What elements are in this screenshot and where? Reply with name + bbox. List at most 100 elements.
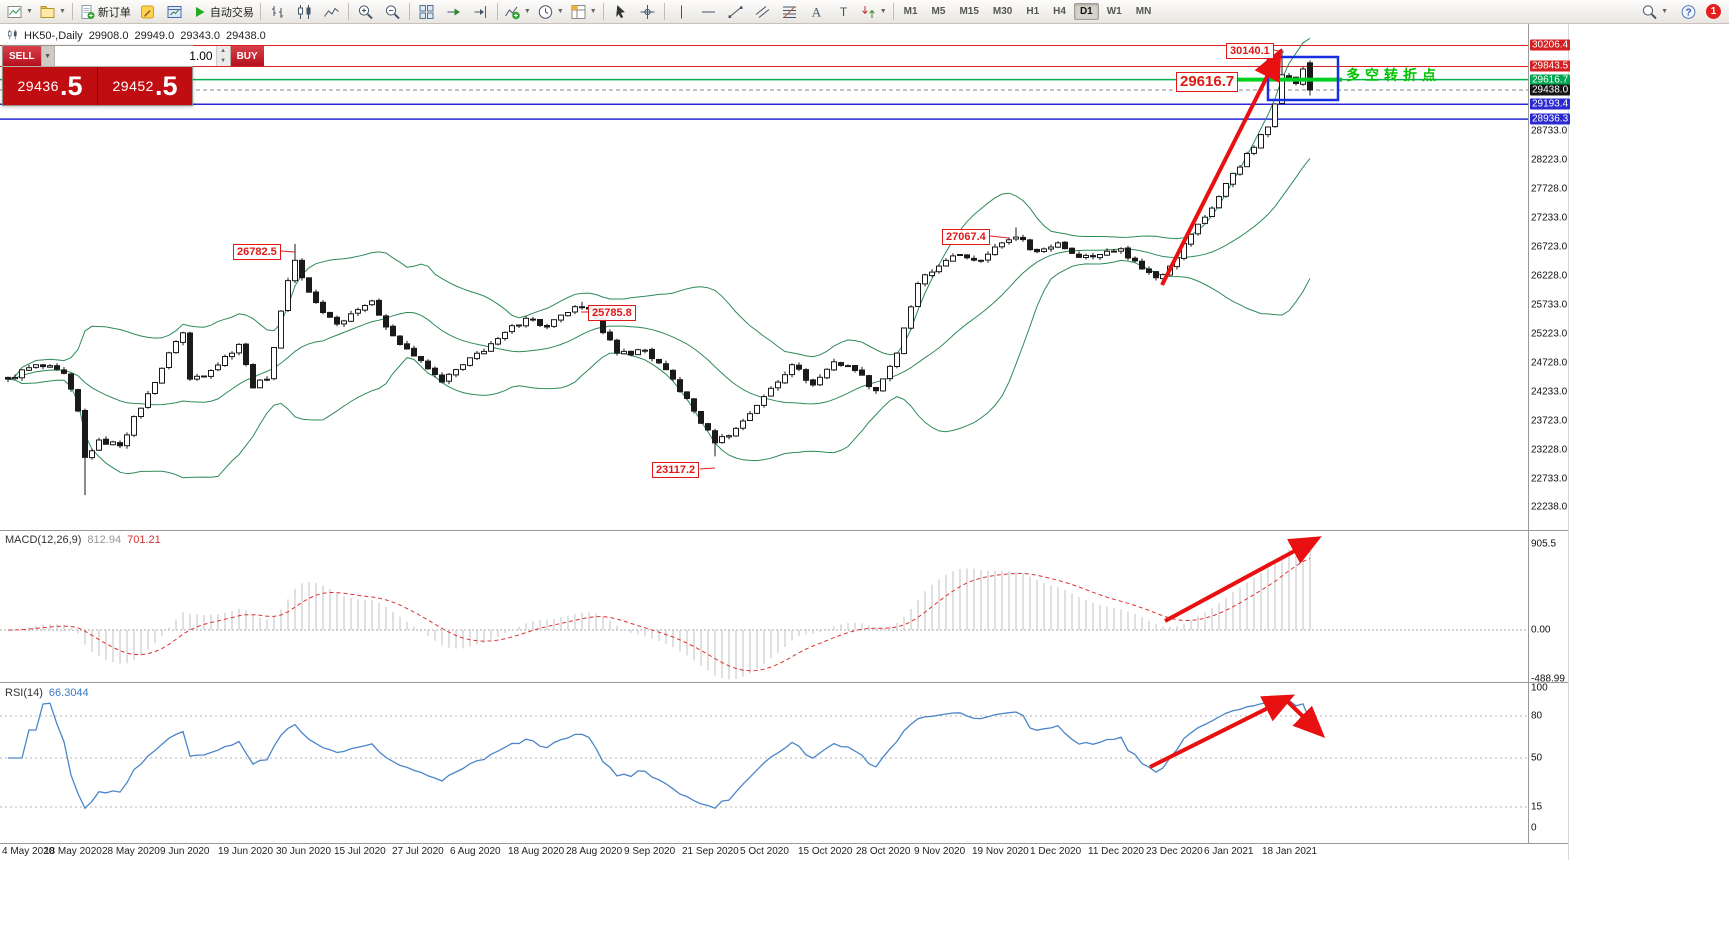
axis-label: 26228.0 xyxy=(1531,270,1568,282)
sell-button[interactable]: SELL xyxy=(3,46,41,66)
price-annotation[interactable]: 27067.4 xyxy=(942,229,990,245)
axis-label: 100 xyxy=(1531,682,1548,694)
rsi-layer xyxy=(0,696,1528,810)
price-line-label: 30206.4 xyxy=(1530,39,1571,51)
svg-text:A: A xyxy=(811,4,821,19)
line-chart-icon[interactable] xyxy=(318,1,345,23)
search-icon[interactable]: ▼ xyxy=(1638,1,1671,23)
sell-price-button[interactable]: 29436 .5 xyxy=(3,67,98,105)
autotrading-button[interactable]: 自动交易 xyxy=(188,1,257,23)
trend-arrow xyxy=(1164,536,1322,623)
date-label: 28 May 2020 xyxy=(102,846,160,857)
toolbar: ▼ ▼ 新订单 自动交易 ▼ ▼ ▼ A T ▼ M1 M5 M15 M30 H1 H4 D1 W1 MN ▼? 1 xyxy=(0,0,1729,24)
price-annotation[interactable]: 30140.1 xyxy=(1226,43,1274,59)
tile-windows-icon[interactable] xyxy=(413,1,440,23)
timeframe-m15[interactable]: M15 xyxy=(959,6,979,17)
timeframe-h1[interactable]: H1 xyxy=(1026,6,1040,17)
candlesticks-layer xyxy=(5,49,1313,496)
metaeditor-icon[interactable] xyxy=(134,1,161,23)
zoom-in-icon[interactable] xyxy=(352,1,379,23)
templates-icon[interactable]: ▼ xyxy=(567,1,600,23)
price-axis: 28733.0 28223.0 27728.0 27233.0 26723.0 26228… xyxy=(1530,0,1572,944)
chart-shift-icon[interactable] xyxy=(467,1,494,23)
toolbar-separator xyxy=(71,3,73,20)
toolbar-separator xyxy=(663,3,665,20)
market-watch-icon[interactable] xyxy=(161,1,188,23)
help-icon[interactable]: ? xyxy=(1675,1,1702,23)
price-annotation[interactable]: 23117.2 xyxy=(652,462,700,478)
volume-input[interactable] xyxy=(54,46,216,66)
date-label: 28 Aug 2020 xyxy=(566,846,623,857)
price-line-label: 29438.0 xyxy=(1530,84,1571,96)
price-annotation[interactable]: 25785.8 xyxy=(588,305,636,321)
date-label: 19 Nov 2020 xyxy=(972,846,1029,857)
macd-main-value: 812.94 xyxy=(87,534,122,546)
profiles-icon[interactable]: ▼ xyxy=(36,1,69,23)
axis-label: 27728.0 xyxy=(1531,183,1568,195)
axis-label: 905.5 xyxy=(1531,538,1557,550)
axis-label: 22238.0 xyxy=(1531,501,1568,513)
fibonacci-icon[interactable] xyxy=(776,1,803,23)
price-annotation[interactable]: 29616.7 xyxy=(1176,72,1239,92)
horizontal-line-icon[interactable] xyxy=(695,1,722,23)
timeframe-m30[interactable]: M30 xyxy=(992,6,1013,17)
buy-button[interactable]: BUY xyxy=(229,46,264,66)
trend-arrow xyxy=(1160,48,1282,286)
indicators-icon[interactable]: ▼ xyxy=(501,1,534,23)
axis-label: 23228.0 xyxy=(1531,444,1568,456)
new-chart-icon[interactable]: ▼ xyxy=(3,1,36,23)
order-options-dropdown[interactable]: ▼ xyxy=(40,46,55,66)
axis-label: 50 xyxy=(1531,752,1543,764)
arrows-icon[interactable]: ▼ xyxy=(857,1,890,23)
timeframe-h4[interactable]: H4 xyxy=(1053,6,1066,17)
zoom-out-icon[interactable] xyxy=(379,1,406,23)
bid-price: 29436 xyxy=(17,78,59,94)
chart-info-icon xyxy=(7,29,18,43)
cursor-icon[interactable] xyxy=(607,1,634,23)
rsi-indicator-label: RSI(14) 66.3044 xyxy=(5,687,89,699)
vertical-line-icon[interactable] xyxy=(668,1,695,23)
macd-indicator-label: MACD(12,26,9) 812.94 701.21 xyxy=(5,534,161,546)
crosshair-icon[interactable] xyxy=(634,1,661,23)
toolbar-separator xyxy=(347,3,349,20)
price-line-label: 28936.3 xyxy=(1530,113,1571,125)
channel-icon[interactable] xyxy=(749,1,776,23)
timeframe-w1[interactable]: W1 xyxy=(1106,6,1122,17)
timeframe-mn[interactable]: MN xyxy=(1135,6,1152,17)
ask-price-fraction: .5 xyxy=(154,70,178,101)
timeframe-d1[interactable]: D1 xyxy=(1073,3,1099,20)
timeframe-m5[interactable]: M5 xyxy=(931,6,946,17)
date-label: 23 Dec 2020 xyxy=(1146,846,1203,857)
price-annotation[interactable]: 26782.5 xyxy=(233,244,281,260)
toolbar-separator xyxy=(408,3,410,20)
notification-badge[interactable]: 1 xyxy=(1706,4,1721,19)
price-line-label: 29193.4 xyxy=(1530,98,1571,110)
axis-label: 28223.0 xyxy=(1531,154,1568,166)
candlestick-chart-icon[interactable] xyxy=(291,1,318,23)
new-order-button[interactable]: 新订单 xyxy=(76,1,134,23)
text-icon[interactable]: A xyxy=(803,1,830,23)
label-icon[interactable]: T xyxy=(830,1,857,23)
periods-icon[interactable]: ▼ xyxy=(534,1,567,23)
axis-label: 27233.0 xyxy=(1531,212,1568,224)
timeframe-m1[interactable]: M1 xyxy=(903,6,918,17)
bar-chart-icon[interactable] xyxy=(264,1,291,23)
trend-arrow xyxy=(1286,700,1326,738)
date-label: 15 Oct 2020 xyxy=(798,846,853,857)
trendline-icon[interactable] xyxy=(722,1,749,23)
axis-label: 22733.0 xyxy=(1531,473,1568,485)
axis-label: 23723.0 xyxy=(1531,415,1568,427)
volume-down-button[interactable]: ▼ xyxy=(216,56,230,66)
price-line-label: 29843.5 xyxy=(1530,60,1571,72)
turning-point-label[interactable]: 多空转折点 xyxy=(1346,67,1441,83)
one-click-trading-panel: SELL ▼ ▲ ▼ BUY 29436 .5 29452 .5 xyxy=(2,45,264,106)
drawings-layer[interactable] xyxy=(280,48,1342,769)
volume-up-button[interactable]: ▲ xyxy=(216,46,230,56)
buy-price-button[interactable]: 29452 .5 xyxy=(98,67,192,105)
axis-label: 28733.0 xyxy=(1531,125,1568,137)
axis-label: 80 xyxy=(1531,710,1543,722)
date-label: 6 Jan 2021 xyxy=(1204,846,1254,857)
auto-scroll-icon[interactable] xyxy=(440,1,467,23)
